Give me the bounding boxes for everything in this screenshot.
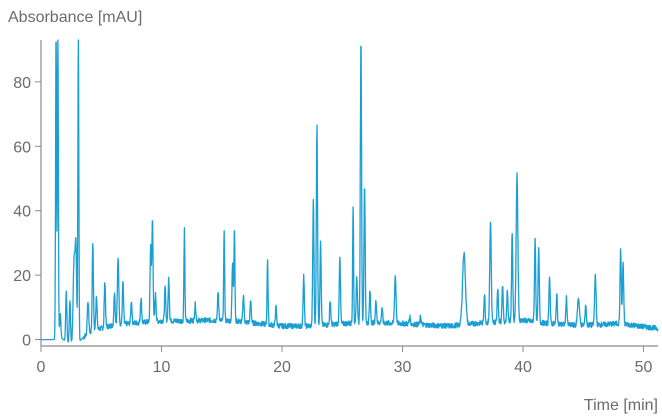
y-tick-label: 40 xyxy=(13,204,31,221)
x-axis-title: Time [min] xyxy=(584,397,658,414)
y-tick-label: 20 xyxy=(13,268,31,285)
x-tick-label: 40 xyxy=(514,359,532,376)
y-tick-label: 0 xyxy=(22,333,31,350)
x-tick-label: 0 xyxy=(37,359,46,376)
y-tick-label: 80 xyxy=(13,75,31,92)
x-tick-label: 30 xyxy=(394,359,412,376)
ticks: 0 10 20 30 40 50 0 20 40 60 80 xyxy=(13,75,652,376)
x-tick-label: 50 xyxy=(635,359,653,376)
x-tick-label: 10 xyxy=(153,359,171,376)
x-tick-label: 20 xyxy=(273,359,291,376)
y-axis-title: Absorbance [mAU] xyxy=(8,9,142,26)
chromatogram-trace xyxy=(40,39,659,343)
axes xyxy=(40,40,658,347)
y-tick-label: 60 xyxy=(13,139,31,156)
